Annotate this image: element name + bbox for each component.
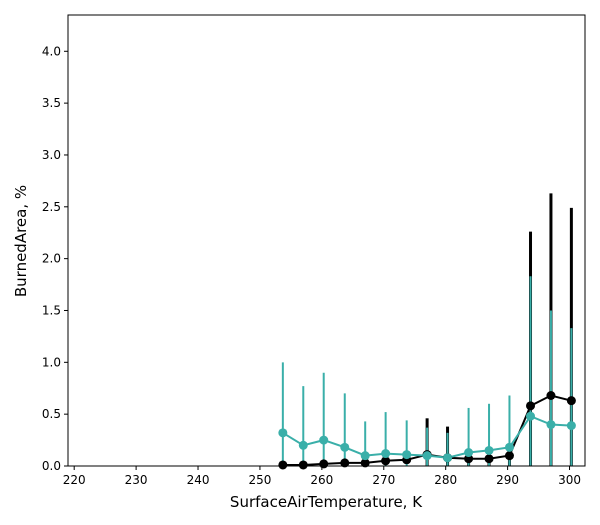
y-tick-label: 3.0 — [42, 148, 61, 162]
series-2-point — [546, 420, 556, 430]
series-2-point — [278, 428, 288, 438]
series-1-point — [484, 454, 494, 464]
series-2-point — [319, 435, 329, 445]
series-1-point — [319, 459, 329, 469]
series-2-point — [340, 442, 350, 452]
error-bars — [281, 193, 573, 466]
series-2-point — [443, 453, 453, 463]
y-tick-label: 4.0 — [42, 44, 61, 58]
series-1-point — [526, 401, 536, 411]
x-tick-label: 270 — [372, 473, 395, 487]
y-axis-ticks: 0.0 0.5 1.0 1.5 2.0 2.5 3.0 3.5 4.0 — [42, 44, 68, 473]
series-1-point — [381, 456, 391, 466]
series-2-point — [526, 411, 536, 421]
series-1-point — [566, 396, 576, 406]
x-axis-label: SurfaceAirTemperature, K — [230, 493, 423, 511]
y-tick-label: 2.5 — [42, 200, 61, 214]
series-2-point — [464, 448, 474, 458]
series-1-point — [464, 454, 474, 464]
y-tick-label: 2.0 — [42, 252, 61, 266]
y-tick-label: 1.0 — [42, 355, 61, 369]
y-tick-label: 0.5 — [42, 407, 61, 421]
x-tick-label: 220 — [63, 473, 86, 487]
x-tick-label: 260 — [310, 473, 333, 487]
series-2-point — [566, 421, 576, 431]
x-tick-label: 300 — [558, 473, 581, 487]
series-2-point — [402, 450, 412, 460]
series-1-point — [504, 451, 514, 461]
plot-background — [68, 15, 585, 466]
series-2-point — [504, 442, 514, 452]
series-2-point — [422, 451, 432, 461]
series-1-point — [278, 460, 288, 470]
series-1-point — [298, 460, 308, 470]
x-tick-label: 230 — [125, 473, 148, 487]
series-2-point — [360, 451, 370, 461]
y-tick-label: 3.5 — [42, 96, 61, 110]
series-2-point — [381, 449, 391, 459]
y-axis-label: BurnedArea, % — [12, 185, 30, 297]
x-tick-label: 280 — [434, 473, 457, 487]
plot-frame — [67, 14, 586, 467]
x-tick-label: 250 — [248, 473, 271, 487]
data-markers — [278, 390, 576, 470]
y-tick-label: 1.5 — [42, 303, 61, 317]
series-1-point — [340, 458, 350, 468]
y-tick-label: 0.0 — [42, 459, 61, 473]
series-1-point — [546, 390, 556, 400]
series-1-point — [360, 458, 370, 468]
series-2-point — [484, 445, 494, 455]
x-tick-label: 290 — [496, 473, 519, 487]
series-2-point — [298, 440, 308, 450]
x-tick-label: 240 — [187, 473, 210, 487]
x-axis-ticks: 220 230 240 250 260 270 280 290 300 — [63, 466, 581, 487]
